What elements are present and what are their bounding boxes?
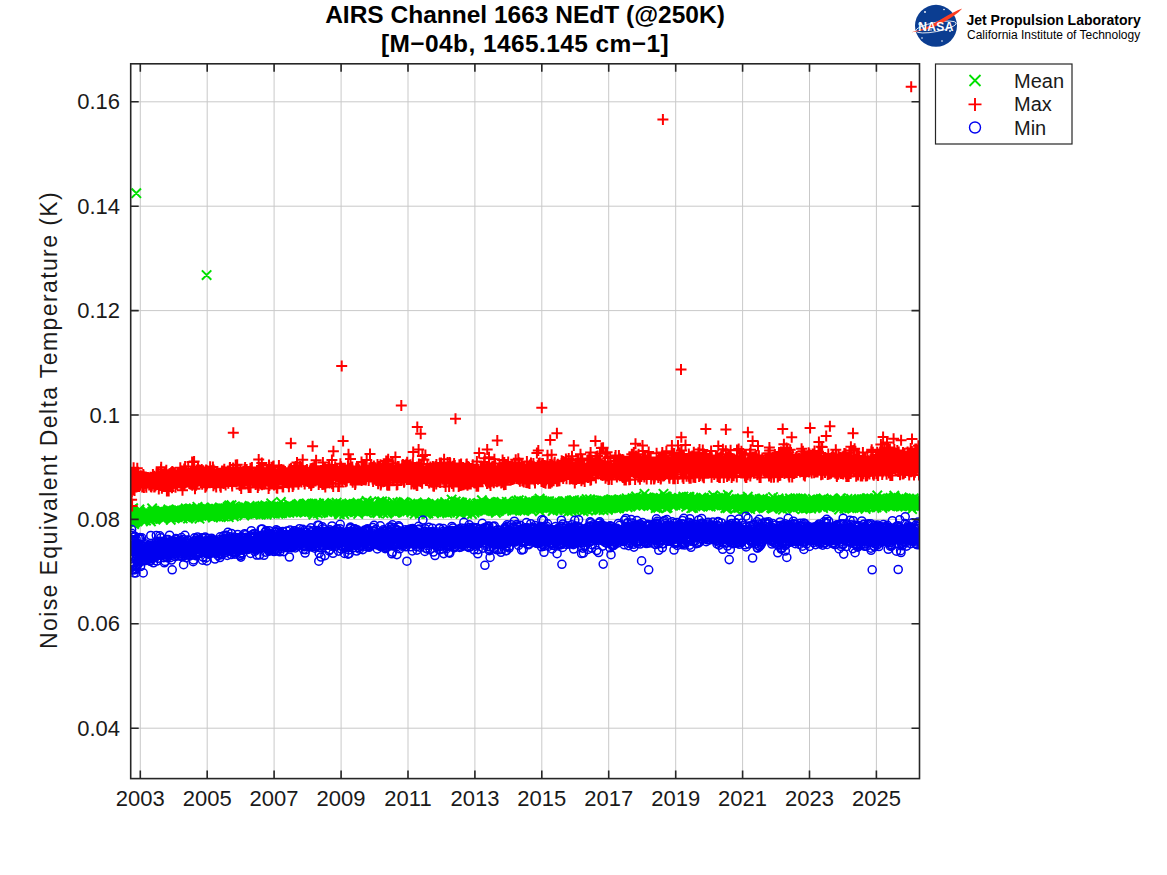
svg-text:0.16: 0.16 [77,89,120,114]
svg-text:Noise Equivalent Delta Tempera: Noise Equivalent Delta Temperature (K) [36,191,62,649]
svg-text:2007: 2007 [250,786,299,811]
svg-text:0.08: 0.08 [77,507,120,532]
svg-text:2005: 2005 [183,786,232,811]
svg-text:2013: 2013 [450,786,499,811]
svg-text:2025: 2025 [852,786,901,811]
svg-text:Jet Propulsion Laboratory: Jet Propulsion Laboratory [967,12,1141,28]
svg-text:0.06: 0.06 [77,611,120,636]
svg-text:AIRS Channel 1663 NEdT (@250K): AIRS Channel 1663 NEdT (@250K) [325,1,725,28]
svg-text:Max: Max [1014,93,1052,115]
svg-text:2015: 2015 [517,786,566,811]
svg-text:Min: Min [1014,117,1046,139]
svg-text:California Institute of Techno: California Institute of Technology [967,28,1140,42]
svg-text:2009: 2009 [317,786,366,811]
svg-text:2021: 2021 [718,786,767,811]
svg-text:2011: 2011 [384,786,431,811]
svg-text:0.04: 0.04 [77,716,120,741]
svg-text:2023: 2023 [785,786,834,811]
svg-text:[M−04b, 1465.145 cm−1]: [M−04b, 1465.145 cm−1] [381,30,669,57]
svg-text:0.12: 0.12 [77,298,120,323]
svg-text:Mean: Mean [1014,70,1064,92]
svg-text:NASA: NASA [918,20,954,34]
svg-text:2019: 2019 [651,786,700,811]
svg-text:0.1: 0.1 [89,403,120,428]
svg-text:2017: 2017 [584,786,633,811]
svg-text:2003: 2003 [116,786,165,811]
svg-text:0.14: 0.14 [77,194,120,219]
